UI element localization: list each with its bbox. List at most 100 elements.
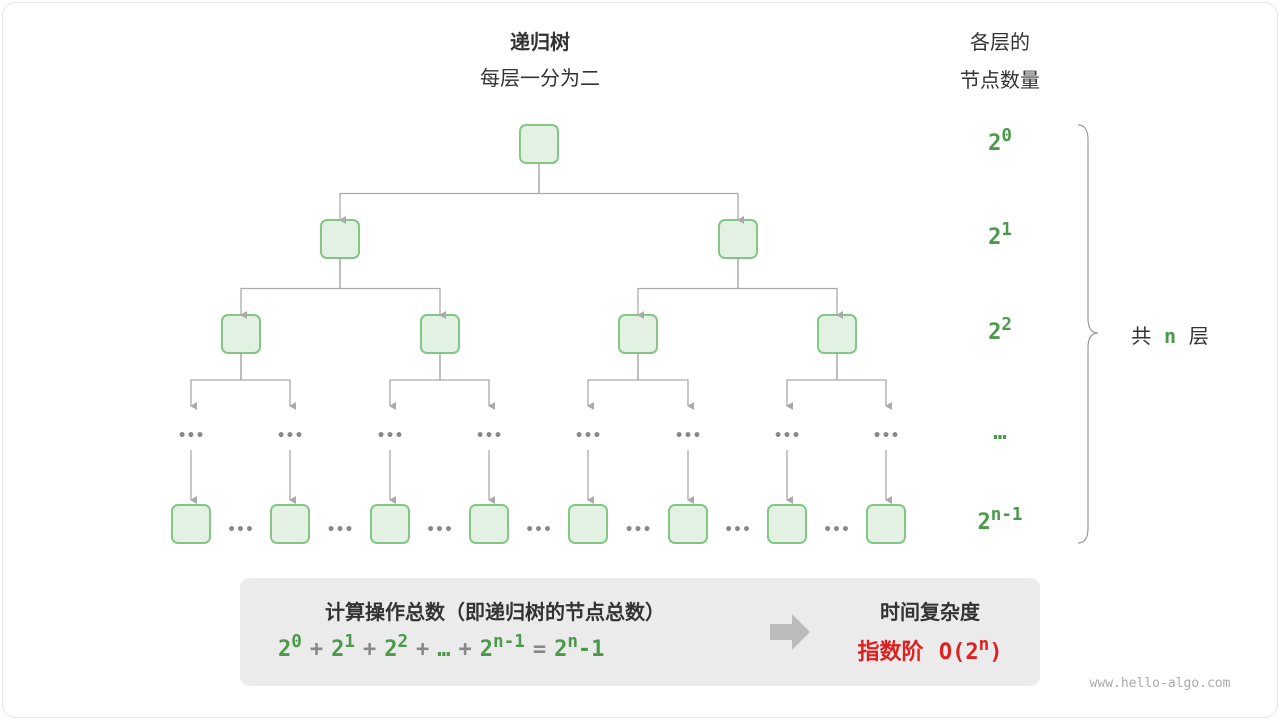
tree-node bbox=[668, 504, 708, 544]
total-post: 层 bbox=[1188, 324, 1209, 348]
tree-node bbox=[420, 314, 460, 354]
level-count: 22 bbox=[950, 315, 1050, 345]
formula-part: 2 bbox=[331, 636, 345, 662]
tree-node bbox=[469, 504, 509, 544]
formula-part: 1 bbox=[344, 632, 355, 652]
sum-term: … bbox=[437, 637, 450, 662]
plus-sign: + bbox=[309, 636, 324, 662]
tree-edge bbox=[786, 353, 838, 410]
ellipsis-dots: ••• bbox=[575, 428, 602, 444]
level-count: 2n-1 bbox=[950, 505, 1050, 535]
ellipsis-dots: ••• bbox=[178, 428, 205, 444]
tree-edge bbox=[637, 353, 694, 410]
total-n: n bbox=[1163, 324, 1177, 348]
plus-sign: + bbox=[416, 636, 430, 662]
tree-node bbox=[866, 504, 906, 544]
level-count: … bbox=[950, 415, 1050, 445]
tree-edge bbox=[439, 353, 495, 410]
formula-part: n-1 bbox=[493, 632, 525, 652]
formula-part: 2 bbox=[278, 636, 292, 662]
summary-title: 计算操作总数（即递归树的节点总数） bbox=[325, 600, 665, 624]
tree-edge bbox=[836, 353, 892, 410]
ellipsis-dots: ••• bbox=[277, 428, 304, 444]
tree-edge bbox=[637, 258, 739, 319]
tree-node bbox=[568, 504, 608, 544]
tree-node bbox=[370, 504, 410, 544]
plus-sign: + bbox=[362, 636, 377, 662]
result-exp: n bbox=[567, 632, 578, 652]
ellipsis-dots: ••• bbox=[625, 522, 652, 538]
sum-term: 20 bbox=[278, 632, 302, 662]
formula-part: 1 bbox=[1001, 220, 1012, 240]
ellipsis-dots: ••• bbox=[476, 428, 503, 444]
formula-part: n-1 bbox=[990, 505, 1023, 525]
arrow-right-icon bbox=[770, 614, 810, 650]
tree-node bbox=[767, 504, 807, 544]
sum-formula: 20 +21 +22 +… +2n-1 = 2n-1 bbox=[250, 632, 808, 662]
formula-part: 2 bbox=[397, 632, 409, 652]
complexity-exp: n bbox=[978, 635, 990, 656]
tree-edge bbox=[587, 353, 639, 410]
tree-edge bbox=[737, 258, 843, 319]
ellipsis-dots: ••• bbox=[426, 522, 453, 538]
formula-part: 2 bbox=[479, 636, 494, 662]
tree-edge bbox=[538, 163, 744, 224]
ellipsis-dots: ••• bbox=[724, 522, 751, 538]
formula-part: 2 bbox=[988, 319, 1002, 345]
watermark: www.hello-algo.com bbox=[1089, 676, 1231, 691]
level-count: 21 bbox=[950, 220, 1050, 250]
complexity-title: 时间复杂度 bbox=[880, 600, 980, 624]
formula-part: 2 bbox=[988, 224, 1002, 250]
ellipsis-dots: ••• bbox=[675, 428, 702, 444]
tree-node bbox=[171, 504, 211, 544]
formula-part: 2 bbox=[977, 509, 991, 535]
tree-node bbox=[618, 314, 658, 354]
complexity-value: 指数阶 O(2n) bbox=[830, 634, 1030, 666]
complexity-name: 指数阶 bbox=[857, 640, 924, 665]
ellipsis-dots: ••• bbox=[327, 522, 354, 538]
tree-node bbox=[270, 504, 310, 544]
sum-term: 22 bbox=[384, 632, 408, 662]
diagram-title: 递归树 bbox=[510, 30, 570, 54]
tree-node bbox=[320, 219, 360, 259]
formula-part: 2 bbox=[1001, 315, 1012, 335]
tree-edge bbox=[389, 353, 441, 410]
total-pre: 共 bbox=[1131, 324, 1152, 348]
ellipsis-dots: ••• bbox=[873, 428, 900, 444]
tree-edge bbox=[240, 353, 296, 410]
tree-node bbox=[817, 314, 857, 354]
tree-edge bbox=[339, 163, 540, 224]
ellipsis-dots: ••• bbox=[774, 428, 801, 444]
total-layers: 共 n 层 bbox=[1115, 320, 1225, 349]
formula-part: 2 bbox=[988, 130, 1002, 156]
ellipsis-dots: ••• bbox=[823, 522, 850, 538]
tree-edge bbox=[190, 353, 242, 410]
complexity-post: ) bbox=[989, 640, 1003, 665]
sum-term: 2n-1 bbox=[479, 632, 525, 662]
formula-part: … bbox=[993, 419, 1007, 445]
equals-sign: = bbox=[532, 636, 547, 662]
ellipsis-dots: ••• bbox=[377, 428, 404, 444]
sum-term: 21 bbox=[331, 632, 355, 662]
formula-part: 0 bbox=[291, 632, 302, 652]
formula-part: 0 bbox=[1001, 126, 1012, 146]
count-header-1: 各层的 bbox=[970, 30, 1030, 54]
level-count: 20 bbox=[950, 126, 1050, 156]
result-tail: -1 bbox=[577, 636, 605, 662]
tree-node bbox=[519, 124, 559, 164]
complexity-pre: O(2 bbox=[938, 640, 979, 665]
ellipsis-dots: ••• bbox=[525, 522, 552, 538]
plus-sign: + bbox=[458, 636, 472, 662]
tree-node bbox=[718, 219, 758, 259]
ellipsis-dots: ••• bbox=[227, 522, 254, 538]
formula-part: 2 bbox=[384, 636, 398, 662]
formula-part: … bbox=[437, 636, 451, 662]
brace bbox=[1077, 124, 1099, 544]
count-header-2: 节点数量 bbox=[960, 68, 1040, 92]
result-base: 2 bbox=[554, 636, 568, 662]
tree-edge bbox=[339, 258, 446, 319]
tree-edge bbox=[240, 258, 341, 319]
diagram-subtitle: 每层一分为二 bbox=[480, 66, 600, 90]
